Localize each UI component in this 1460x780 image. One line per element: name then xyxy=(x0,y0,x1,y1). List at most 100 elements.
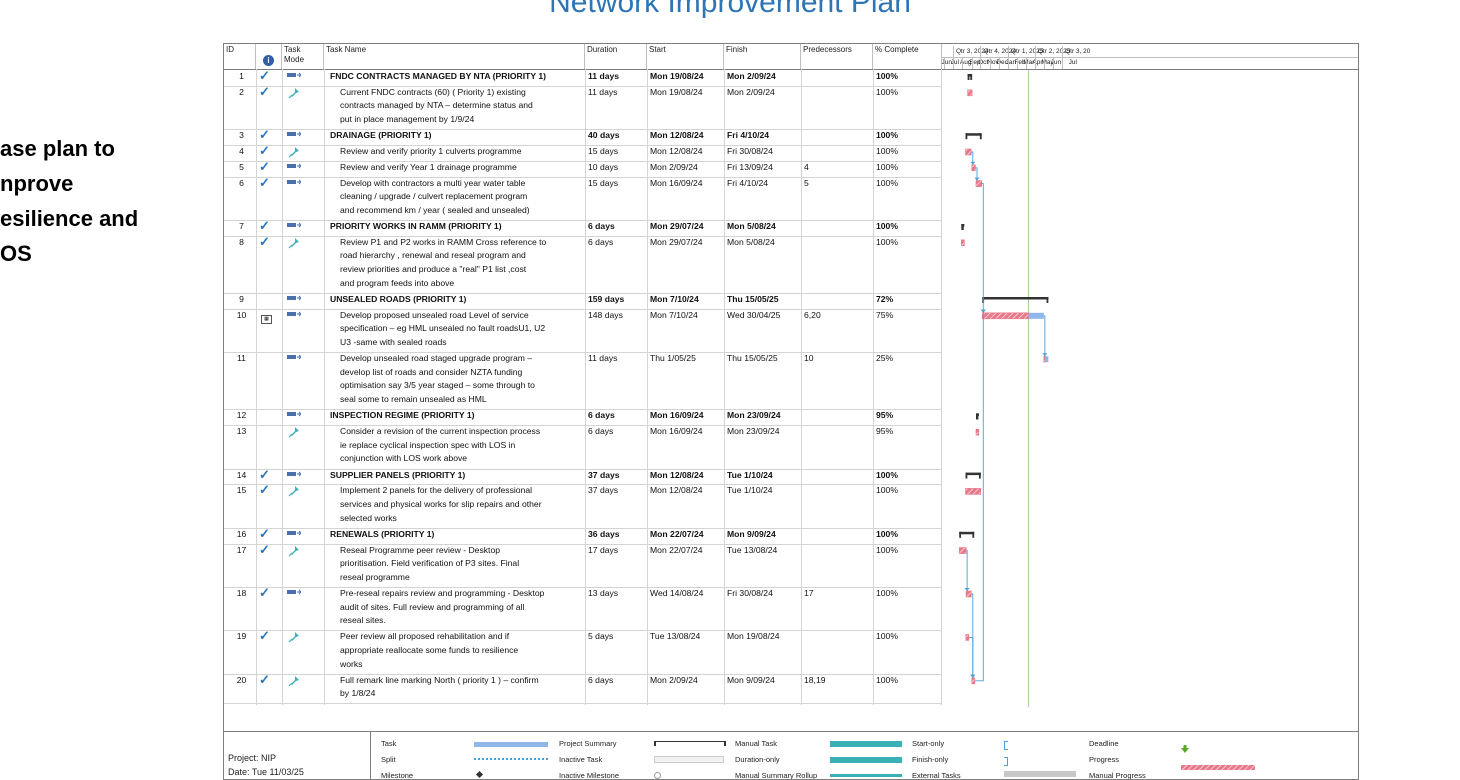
legend-item-label: Manual Task xyxy=(735,739,777,748)
task-duration: 40 days xyxy=(588,130,620,141)
table-row[interactable]: 16 ✓ RENEWALS (PRIORITY 1) 36 days Mon 22/07… xyxy=(224,526,941,544)
month-label: Jan xyxy=(1005,59,1017,66)
month-divider xyxy=(980,58,982,69)
task-complete: 100% xyxy=(876,221,898,231)
table-row[interactable]: 1 ✓ FNDC CONTRACTS MANAGED BY NTA (PRIORIT… xyxy=(224,69,941,86)
task-bar xyxy=(961,239,965,247)
col-complete-header[interactable]: % Complete xyxy=(873,44,942,69)
row-divider xyxy=(224,220,941,221)
col-finish-header[interactable]: Finish xyxy=(724,44,801,69)
table-row[interactable]: 5 ✓ Review and verify Year 1 drainage prog… xyxy=(224,160,941,177)
month-label: May xyxy=(1041,59,1054,66)
table-row[interactable]: 10 ▦ Develop proposed unsealed road Level … xyxy=(224,309,941,352)
task-id: 3 xyxy=(239,130,244,141)
task-name-line: by 1/8/24 xyxy=(340,688,376,699)
table-row[interactable]: 6 ✓ Develop with contractors a multi year … xyxy=(224,175,941,220)
task-complete: 100% xyxy=(876,86,898,97)
dependency-arrow xyxy=(970,161,976,165)
row-divider xyxy=(224,527,941,529)
table-row[interactable]: 19 ✓ Peer review all proposed rehabilitati… xyxy=(224,629,941,673)
summary-bar xyxy=(982,297,1049,303)
task-name-line: Full remark line marking North ( priorit… xyxy=(340,674,539,685)
month-divider xyxy=(1043,58,1045,69)
gantt-chart[interactable]: Qtr 3, 2024 Qtr 4, 2024 Qtr 1, 2025 Qtr 2, … xyxy=(942,44,1358,707)
task-complete: 100% xyxy=(876,528,898,539)
row-divider xyxy=(224,630,941,632)
task-finish: Mon 23/09/24 xyxy=(727,410,781,421)
quarter-label: Qtr 3, 2024 xyxy=(955,48,989,55)
column-divider xyxy=(873,69,874,705)
task-complete: 100% xyxy=(876,71,898,81)
table-row[interactable]: 11 Develop unsealed road staged upgrade p… xyxy=(224,352,941,409)
table-row[interactable]: 14 ✓ SUPPLIER PANELS (PRIORITY 1) 37 days Mo… xyxy=(224,468,941,485)
timescale-bottom xyxy=(942,69,1358,70)
legend-date: Date: Tue 11/03/25 xyxy=(228,767,304,777)
task-finish: Fri 4/10/24 xyxy=(727,130,770,141)
table-row[interactable]: 2 ✓ Current FNDC contracts (60) ( Priority… xyxy=(224,85,941,129)
task-duration: 13 days xyxy=(588,588,619,598)
col-duration-header[interactable]: Duration xyxy=(585,44,647,69)
task-duration: 5 days xyxy=(588,631,614,642)
manual-schedule-pin-icon xyxy=(284,146,301,163)
legend-symbol xyxy=(654,772,661,779)
task-name-line: U3 -same with sealed roads xyxy=(340,336,447,347)
table-row[interactable]: 18 ✓ Pre-reseal repairs review and program… xyxy=(224,586,941,630)
col-start-header[interactable]: Start xyxy=(647,44,724,69)
quarter-label: Qtr 3, 20 xyxy=(1065,48,1091,55)
task-name-line: Implement 2 panels for the delivery of p… xyxy=(340,485,533,496)
col-info-header[interactable]: i xyxy=(256,44,282,69)
table-row[interactable]: 15 ✓ Implement 2 panels for the delivery o… xyxy=(224,483,941,527)
dependency-link xyxy=(968,636,974,678)
month-divider xyxy=(962,58,964,69)
task-name-line: INSPECTION REGIME (PRIORITY 1) xyxy=(330,410,475,421)
table-row[interactable]: 4 ✓ Review and verify priority 1 culverts … xyxy=(224,144,941,163)
task-name-line: seal some to remain unsealed as HML xyxy=(340,393,487,404)
summary-bar xyxy=(961,224,965,230)
completed-check-icon: ✓ xyxy=(259,542,270,557)
task-complete: 100% xyxy=(876,544,898,555)
row-divider xyxy=(224,425,941,427)
column-divider xyxy=(324,69,325,705)
table-row[interactable]: 12 INSPECTION REGIME (PRIORITY 1) 6 days Mo… xyxy=(224,409,941,425)
legend-item-label: Project Summary xyxy=(559,739,617,748)
table-row[interactable]: 8 ✓ Review P1 and P2 works in RAMM Cross r… xyxy=(224,235,941,293)
table-row[interactable]: 9 UNSEALED ROADS (PRIORITY 1) 159 days Mon … xyxy=(224,293,941,309)
progress-bar xyxy=(958,547,967,554)
auto-schedule-icon xyxy=(284,178,301,193)
completed-check-icon: ✓ xyxy=(259,144,270,158)
table-row[interactable]: 17 ✓ Reseal Programme peer review - Deskto… xyxy=(224,542,941,587)
task-name-line: Review and verify Year 1 drainage progra… xyxy=(340,161,517,172)
completed-check-icon: ✓ xyxy=(259,526,270,541)
legend-symbol xyxy=(474,742,548,747)
progress-bar xyxy=(965,488,982,495)
table-row[interactable]: 20 ✓ Full remark line marking North ( prio… xyxy=(224,673,941,704)
summary-bar xyxy=(975,413,979,420)
manual-schedule-pin-icon xyxy=(284,485,301,502)
completed-check-icon: ✓ xyxy=(259,175,270,190)
legend-symbol xyxy=(1181,740,1189,758)
table-row[interactable]: 3 ✓ DRAINAGE (PRIORITY 1) 40 days Mon 12/08/… xyxy=(224,128,941,145)
month-label: Mar xyxy=(1023,59,1035,66)
col-task-mode-header[interactable]: Task Mode xyxy=(282,44,324,69)
task-name: Review P1 and P2 works in RAMM Cross ref… xyxy=(337,236,585,290)
row-divider xyxy=(224,85,941,87)
completed-check-icon: ✓ xyxy=(259,586,270,600)
col-predecessors-header[interactable]: Predecessors xyxy=(801,44,873,69)
month-label: Nov xyxy=(987,59,999,66)
task-duration: 159 days xyxy=(588,294,625,304)
row-divider xyxy=(224,587,941,588)
task-start: Mon 29/07/24 xyxy=(650,221,704,231)
task-name: Consider a revision of the current inspe… xyxy=(337,425,585,466)
legend-item-label: External Tasks xyxy=(912,771,961,780)
dependency-link xyxy=(971,151,974,165)
task-finish: Thu 15/05/25 xyxy=(727,353,778,364)
legend-symbol xyxy=(830,741,902,747)
table-row[interactable]: 13 Consider a revision of the current ins… xyxy=(224,425,941,468)
table-row[interactable]: 7 ✓ PRIORITY WORKS IN RAMM (PRIORITY 1) 6 d… xyxy=(224,219,941,236)
gantt-view[interactable]: ID i Task Mode Task Name Duration Start F… xyxy=(223,43,1359,780)
col-task-name-header[interactable]: Task Name xyxy=(324,44,585,69)
auto-schedule-icon xyxy=(284,470,301,485)
task-finish: Mon 2/09/24 xyxy=(727,86,775,97)
col-id-header[interactable]: ID xyxy=(224,44,256,69)
task-name-line: contracts managed by NTA – determine sta… xyxy=(340,100,533,111)
